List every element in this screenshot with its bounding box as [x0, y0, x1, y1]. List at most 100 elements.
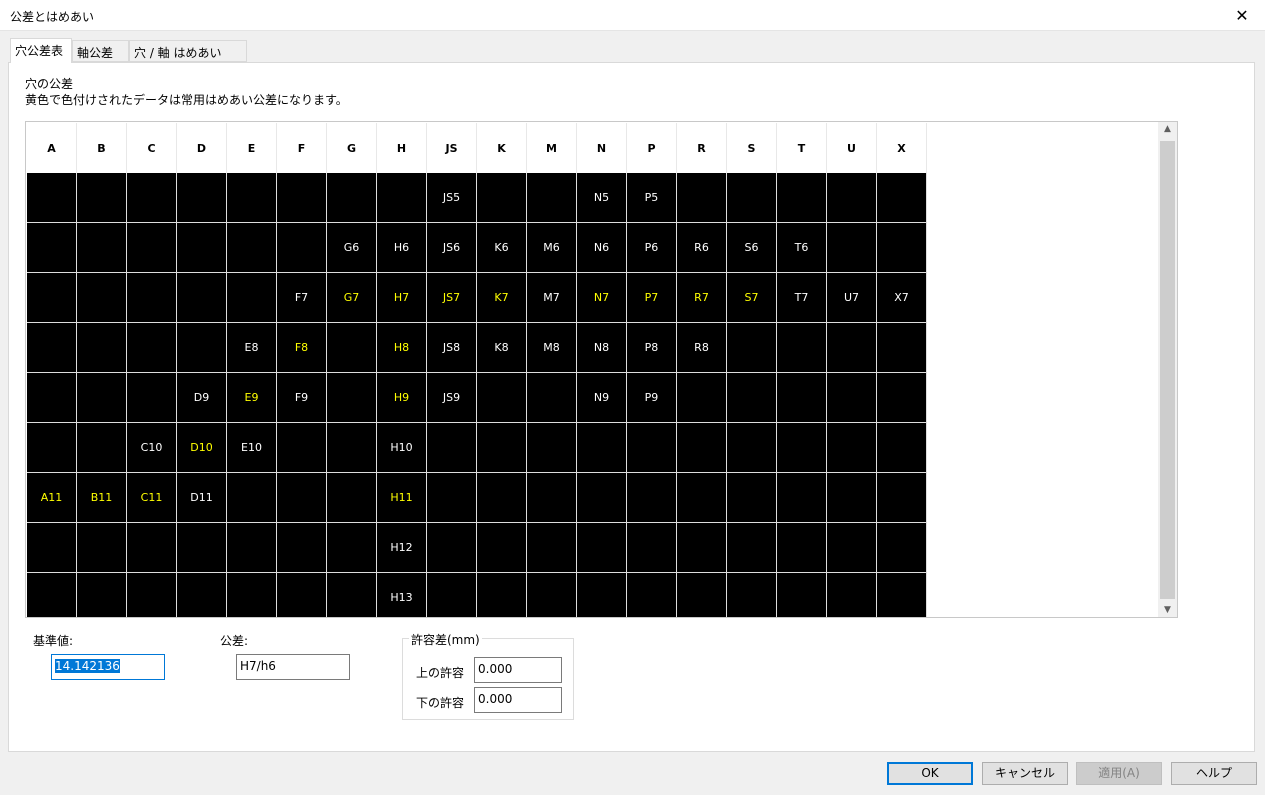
tolerance-cell-e8[interactable]: E8 [227, 323, 277, 373]
empty-cell [227, 523, 277, 573]
vertical-scrollbar[interactable]: ▲ ▼ [1158, 122, 1177, 617]
scroll-down-icon[interactable]: ▼ [1164, 605, 1171, 615]
tolerance-cell-m7[interactable]: M7 [527, 273, 577, 323]
tolerance-cell-e10[interactable]: E10 [227, 423, 277, 473]
tolerance-cell-h12[interactable]: H12 [377, 523, 427, 573]
tolerance-cell-b11[interactable]: B11 [77, 473, 127, 523]
empty-cell [877, 473, 927, 523]
tolerance-cell-k6[interactable]: K6 [477, 223, 527, 273]
tolerance-cell-s6[interactable]: S6 [727, 223, 777, 273]
lower-allowance-input[interactable]: 0.000 [474, 687, 562, 713]
empty-cell [177, 573, 227, 617]
tolerance-cell-n8[interactable]: N8 [577, 323, 627, 373]
close-icon[interactable]: ✕ [1235, 6, 1249, 25]
scroll-up-icon[interactable]: ▲ [1164, 124, 1171, 134]
help-button[interactable]: ヘルプ [1171, 762, 1257, 785]
tolerance-cell-js9[interactable]: JS9 [427, 373, 477, 423]
empty-cell [327, 573, 377, 617]
tolerance-cell-h8[interactable]: H8 [377, 323, 427, 373]
tolerance-cell-f8[interactable]: F8 [277, 323, 327, 373]
tolerance-cell-s7[interactable]: S7 [727, 273, 777, 323]
tolerance-cell-g7[interactable]: G7 [327, 273, 377, 323]
empty-cell [327, 523, 377, 573]
empty-cell [477, 173, 527, 223]
empty-cell [27, 173, 77, 223]
apply-button[interactable]: 適用(A) [1076, 762, 1162, 785]
empty-cell [777, 523, 827, 573]
empty-cell [77, 273, 127, 323]
empty-cell [727, 373, 777, 423]
empty-cell [777, 473, 827, 523]
tolerance-cell-n7[interactable]: N7 [577, 273, 627, 323]
tolerance-cell-h7[interactable]: H7 [377, 273, 427, 323]
tolerance-cell-h9[interactable]: H9 [377, 373, 427, 423]
tab-fit-iso[interactable]: 穴 / 軸 はめあい (ISO) [129, 40, 247, 75]
tolerance-cell-p6[interactable]: P6 [627, 223, 677, 273]
tolerance-cell-e9[interactable]: E9 [227, 373, 277, 423]
tolerance-cell-n6[interactable]: N6 [577, 223, 627, 273]
empty-cell [77, 523, 127, 573]
upper-allowance-input[interactable]: 0.000 [474, 657, 562, 683]
tolerance-cell-g6[interactable]: G6 [327, 223, 377, 273]
empty-cell [877, 173, 927, 223]
tolerance-cell-h13[interactable]: H13 [377, 573, 427, 617]
tolerance-cell-p8[interactable]: P8 [627, 323, 677, 373]
column-header-p: P [627, 123, 677, 173]
empty-cell [77, 423, 127, 473]
tolerance-cell-r8[interactable]: R8 [677, 323, 727, 373]
empty-cell [627, 423, 677, 473]
tolerance-cell-js6[interactable]: JS6 [427, 223, 477, 273]
tolerance-cell-js8[interactable]: JS8 [427, 323, 477, 373]
tolerance-cell-f9[interactable]: F9 [277, 373, 327, 423]
tolerance-cell-h6[interactable]: H6 [377, 223, 427, 273]
empty-cell [777, 173, 827, 223]
tolerance-cell-h10[interactable]: H10 [377, 423, 427, 473]
empty-cell [627, 473, 677, 523]
tolerance-cell-n5[interactable]: N5 [577, 173, 627, 223]
tolerance-cell-t6[interactable]: T6 [777, 223, 827, 273]
tolerance-cell-m8[interactable]: M8 [527, 323, 577, 373]
tab-hole-tolerance[interactable]: 穴公差表 [10, 38, 72, 63]
tolerance-cell-p5[interactable]: P5 [627, 173, 677, 223]
tolerance-cell-k7[interactable]: K7 [477, 273, 527, 323]
ok-button[interactable]: OK [887, 762, 973, 785]
empty-cell [527, 173, 577, 223]
tolerance-cell-r7[interactable]: R7 [677, 273, 727, 323]
tolerance-cell-f7[interactable]: F7 [277, 273, 327, 323]
tolerance-cell-h11[interactable]: H11 [377, 473, 427, 523]
tolerance-cell-r6[interactable]: R6 [677, 223, 727, 273]
tolerance-cell-t7[interactable]: T7 [777, 273, 827, 323]
empty-cell [127, 573, 177, 617]
tolerance-cell-d9[interactable]: D9 [177, 373, 227, 423]
description-note: 黄色で色付けされたデータは常用はめあい公差になります。 [25, 93, 348, 107]
tolerance-cell-a11[interactable]: A11 [27, 473, 77, 523]
tolerance-cell-n9[interactable]: N9 [577, 373, 627, 423]
tolerance-cell-x7[interactable]: X7 [877, 273, 927, 323]
empty-cell [177, 173, 227, 223]
tolerance-cell-d11[interactable]: D11 [177, 473, 227, 523]
tolerance-cell-c10[interactable]: C10 [127, 423, 177, 473]
tolerance-cell-c11[interactable]: C11 [127, 473, 177, 523]
empty-cell [227, 173, 277, 223]
empty-cell [177, 273, 227, 323]
tolerance-input[interactable]: H7/h6 [236, 654, 350, 680]
tolerance-cell-p9[interactable]: P9 [627, 373, 677, 423]
tolerance-cell-k8[interactable]: K8 [477, 323, 527, 373]
tab-shaft-tolerance[interactable]: 軸公差表 [72, 40, 129, 77]
empty-cell [27, 273, 77, 323]
tolerance-cell-p7[interactable]: P7 [627, 273, 677, 323]
empty-cell [127, 523, 177, 573]
empty-cell [827, 323, 877, 373]
tolerance-cell-u7[interactable]: U7 [827, 273, 877, 323]
base-value-input[interactable]: 14.142136 [51, 654, 165, 680]
empty-cell [227, 473, 277, 523]
scrollbar-thumb[interactable] [1160, 141, 1175, 599]
tolerance-cell-d10[interactable]: D10 [177, 423, 227, 473]
tolerance-cell-js7[interactable]: JS7 [427, 273, 477, 323]
tolerance-cell-m6[interactable]: M6 [527, 223, 577, 273]
cancel-button[interactable]: キャンセル [982, 762, 1068, 785]
tolerance-cell-js5[interactable]: JS5 [427, 173, 477, 223]
column-header-h: H [377, 123, 427, 173]
empty-cell [777, 573, 827, 617]
empty-cell [477, 573, 527, 617]
